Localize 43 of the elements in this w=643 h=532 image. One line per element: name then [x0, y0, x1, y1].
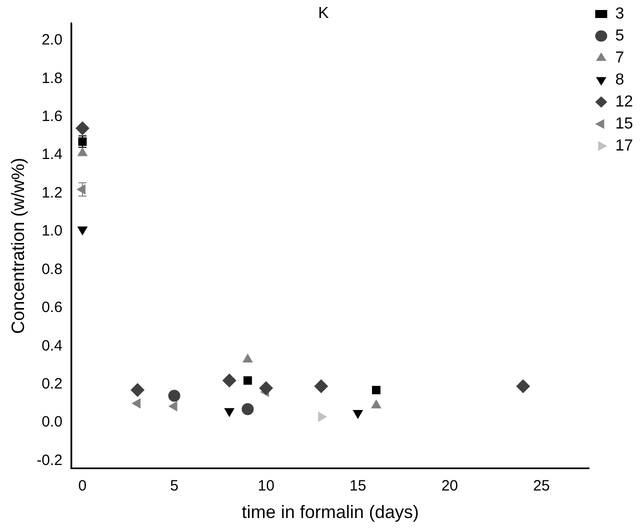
x-tick-label: 20: [441, 478, 458, 495]
y-tick-label: 0.4: [42, 337, 62, 354]
y-axis-title: Concentration (w/w%): [8, 158, 28, 334]
y-tick-label: 1.2: [42, 184, 62, 202]
point: [77, 147, 88, 156]
legend-label: 15: [615, 115, 634, 132]
point: [372, 386, 380, 394]
point: [130, 383, 145, 398]
x-tick-label: 0: [78, 478, 87, 495]
point: [168, 401, 178, 412]
point: [222, 374, 236, 388]
point: [516, 379, 530, 394]
y-tick-label: 1.0: [42, 222, 62, 240]
legend-label: 17: [615, 137, 634, 154]
point: [224, 408, 235, 418]
x-axis-title: time in formalin (days): [242, 502, 419, 522]
x-tick-label: 15: [350, 478, 366, 495]
chart-title: K: [318, 5, 330, 22]
y-tick-label: 0.2: [42, 375, 62, 392]
legend-label: 3: [615, 5, 624, 22]
point: [259, 381, 274, 396]
y-tick-label: 1.4: [42, 146, 62, 164]
legend-label: 5: [615, 27, 624, 44]
y-tick-label: 1.8: [42, 70, 62, 87]
point: [168, 390, 180, 402]
point: [132, 398, 141, 409]
x-tick-label: 10: [258, 478, 274, 495]
point: [352, 410, 364, 419]
y-tick-label: 2.0: [42, 32, 62, 49]
legend-label: 8: [615, 71, 624, 88]
y-tick-label: 0.6: [42, 299, 62, 316]
point: [314, 379, 328, 394]
point: [243, 376, 252, 385]
x-tick-label: 5: [170, 478, 178, 495]
legend-label: 7: [615, 49, 624, 66]
y-tick-label: 0.0: [42, 414, 62, 431]
x-tick-label: 25: [533, 478, 550, 495]
legend-label: 12: [615, 93, 634, 110]
point: [75, 121, 90, 136]
y-tick-label: 1.6: [42, 108, 62, 125]
y-tick-label: -0.2: [36, 452, 62, 469]
y-tick-label: 0.8: [42, 260, 62, 278]
point: [242, 403, 254, 416]
